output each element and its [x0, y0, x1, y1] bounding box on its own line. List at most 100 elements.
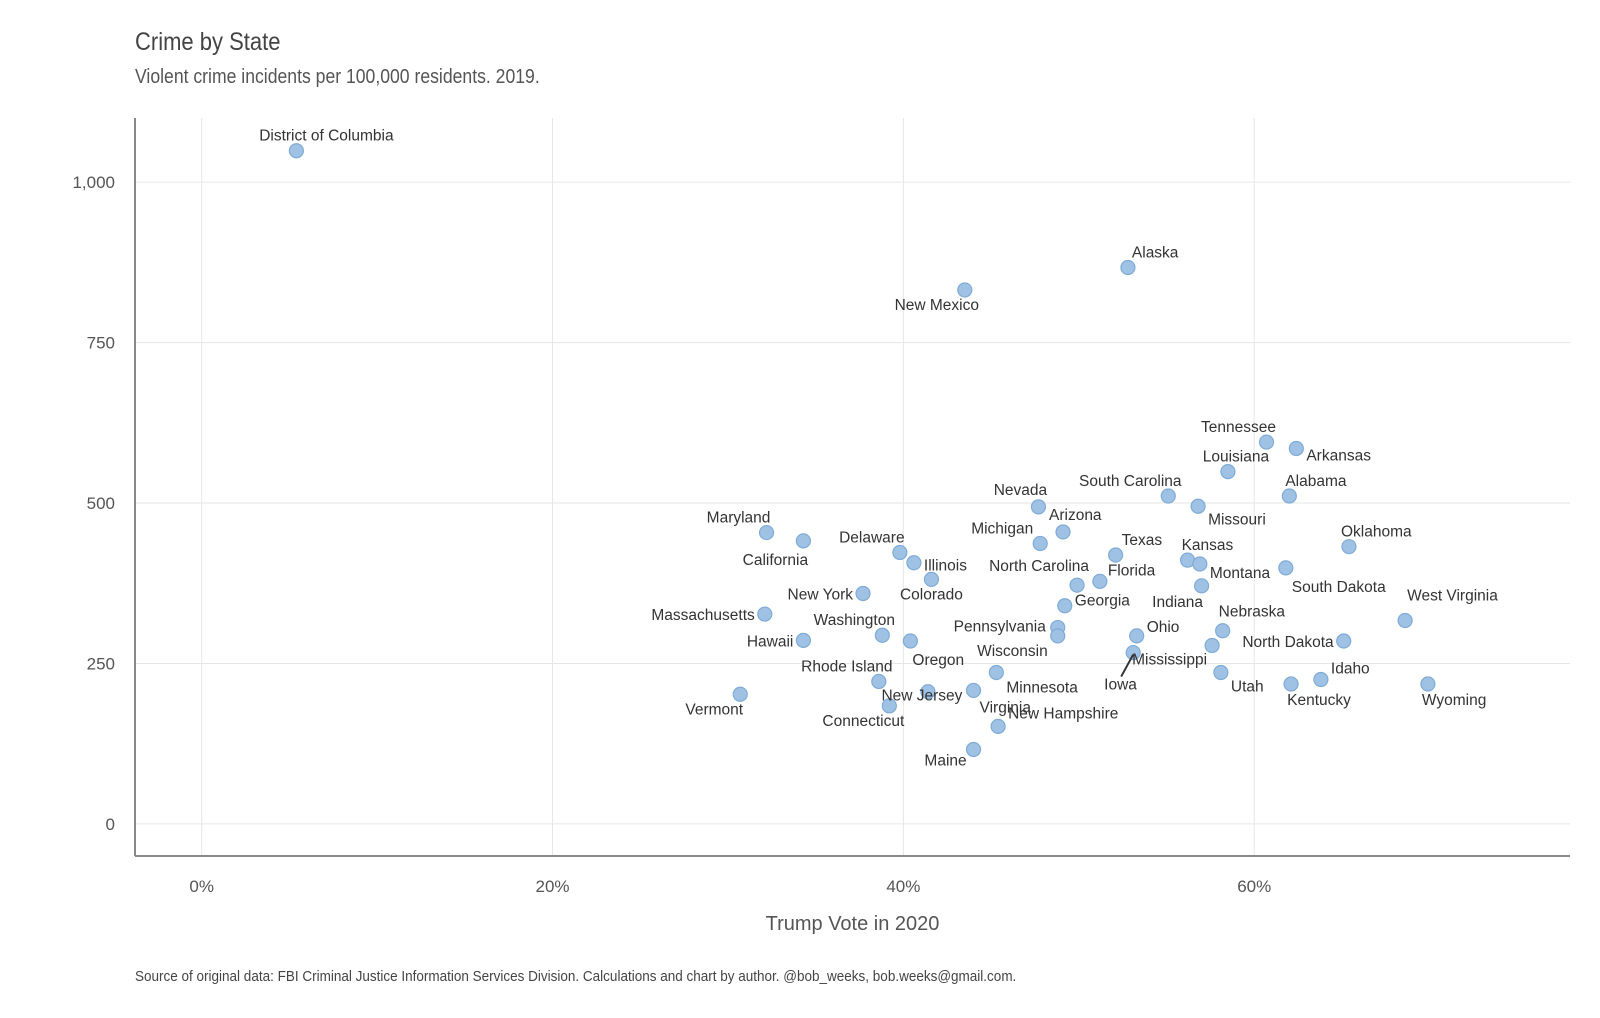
point-label: Montana [1210, 565, 1271, 582]
point-label: Oregon [912, 652, 964, 669]
point-label: Nevada [994, 482, 1048, 499]
point-label: Mississippi [1132, 652, 1207, 669]
point-label: Illinois [924, 558, 967, 575]
point-indiana [1194, 578, 1210, 594]
point-california [795, 533, 811, 549]
point-labels: District of Columbia Alaska New Mexico Tenn… [259, 128, 1498, 770]
point-illinois [906, 555, 922, 571]
point-south-carolina [1160, 488, 1176, 504]
point-label: Oklahoma [1341, 524, 1412, 541]
point-missouri [1190, 498, 1206, 514]
point-label: Delaware [839, 529, 904, 546]
point-washington [874, 627, 890, 643]
point-arizona [1055, 524, 1071, 540]
point-nebraska [1215, 623, 1231, 639]
axes [134, 118, 1570, 857]
x-axis-title: Trump Vote in 2020 [766, 913, 940, 935]
x-tick-label: 40% [886, 877, 920, 896]
point-label: Nebraska [1219, 604, 1286, 621]
point-utah [1213, 664, 1229, 681]
point-label: Louisiana [1203, 449, 1270, 466]
point-label: Arizona [1049, 507, 1102, 524]
point-louisiana [1220, 463, 1236, 480]
point-arkansas [1288, 440, 1304, 457]
point-label: Tennessee [1201, 419, 1276, 436]
data-points [288, 143, 1436, 758]
label-leader-line [1120, 654, 1135, 678]
point-new-mexico [957, 282, 973, 298]
point-colorado [923, 571, 940, 588]
point-label: New Mexico [895, 297, 979, 314]
point-label: Pennsylvania [954, 619, 1047, 636]
point-district-of-columbia [288, 143, 304, 159]
x-tick-label: 60% [1237, 877, 1271, 896]
point-label: Kentucky [1287, 692, 1351, 709]
point-label: Hawaii [747, 633, 794, 650]
point-label: Ohio [1147, 619, 1180, 636]
point-north-carolina [1069, 577, 1085, 593]
x-tick-label: 20% [536, 877, 570, 896]
point-label: Rhode Island [801, 658, 892, 675]
point-label: Missouri [1208, 511, 1266, 528]
point-label: Indiana [1152, 594, 1203, 611]
point-label: Massachusetts [651, 607, 755, 624]
point-label: Iowa [1104, 677, 1137, 694]
point-kentucky [1283, 676, 1299, 692]
point-iowa [1125, 644, 1141, 661]
point-alabama [1281, 488, 1297, 504]
point-florida [1092, 573, 1108, 589]
point-label: South Carolina [1079, 473, 1182, 490]
point-label: North Carolina [989, 558, 1089, 575]
point-label: South Dakota [1292, 579, 1386, 596]
point-virginia [965, 682, 982, 699]
point-vermont [732, 686, 748, 702]
point-wisconsin [1050, 628, 1066, 644]
point-montana [1192, 556, 1208, 572]
point-mississippi [1204, 637, 1220, 654]
point-label: Virginia [980, 699, 1032, 716]
point-label: Arkansas [1306, 447, 1371, 464]
point-wyoming [1420, 676, 1436, 692]
point-label: Utah [1231, 678, 1264, 695]
point-label: New Hampshire [1008, 705, 1118, 722]
y-tick-label: 250 [87, 654, 115, 673]
point-label: Maryland [707, 510, 771, 527]
point-label: Wyoming [1422, 692, 1486, 709]
point-label: Florida [1108, 562, 1156, 579]
point-label: West Virginia [1407, 587, 1498, 604]
point-label: Wisconsin [977, 643, 1048, 660]
gridlines [135, 118, 1570, 856]
point-label: Georgia [1075, 593, 1131, 610]
point-oklahoma [1341, 539, 1357, 555]
point-georgia [1057, 598, 1073, 614]
point-label: Maine [924, 752, 966, 769]
point-label: Alaska [1132, 245, 1179, 262]
point-west-virginia [1397, 612, 1413, 629]
source-caption: Source of original data: FBI Criminal Ju… [135, 968, 1017, 985]
tick-labels: 0 250 500 750 1,000 0% 20% 40% 60% [72, 173, 1271, 896]
chart-subtitle: Violent crime incidents per 100,000 resi… [135, 66, 540, 88]
point-label: Kansas [1182, 537, 1234, 554]
point-connecticut [881, 698, 897, 714]
point-minnesota [988, 664, 1004, 681]
point-label: Minnesota [1006, 679, 1078, 696]
y-tick-label: 500 [87, 494, 115, 513]
point-label: District of Columbia [259, 128, 394, 145]
point-tennessee [1258, 434, 1275, 450]
point-michigan [1032, 535, 1048, 552]
point-idaho [1313, 671, 1329, 688]
point-label: New Jersey [881, 688, 962, 705]
point-new-hampshire [990, 718, 1006, 734]
point-massachusetts [757, 606, 773, 622]
point-alaska [1120, 259, 1136, 276]
point-maryland [758, 524, 775, 541]
point-delaware [892, 544, 908, 561]
x-tick-label: 0% [189, 877, 214, 896]
point-label: Connecticut [822, 713, 905, 730]
point-label: Colorado [900, 586, 963, 603]
y-tick-label: 1,000 [72, 173, 115, 192]
point-oregon [902, 633, 918, 649]
y-tick-label: 0 [106, 815, 115, 834]
point-label: New York [788, 587, 854, 604]
